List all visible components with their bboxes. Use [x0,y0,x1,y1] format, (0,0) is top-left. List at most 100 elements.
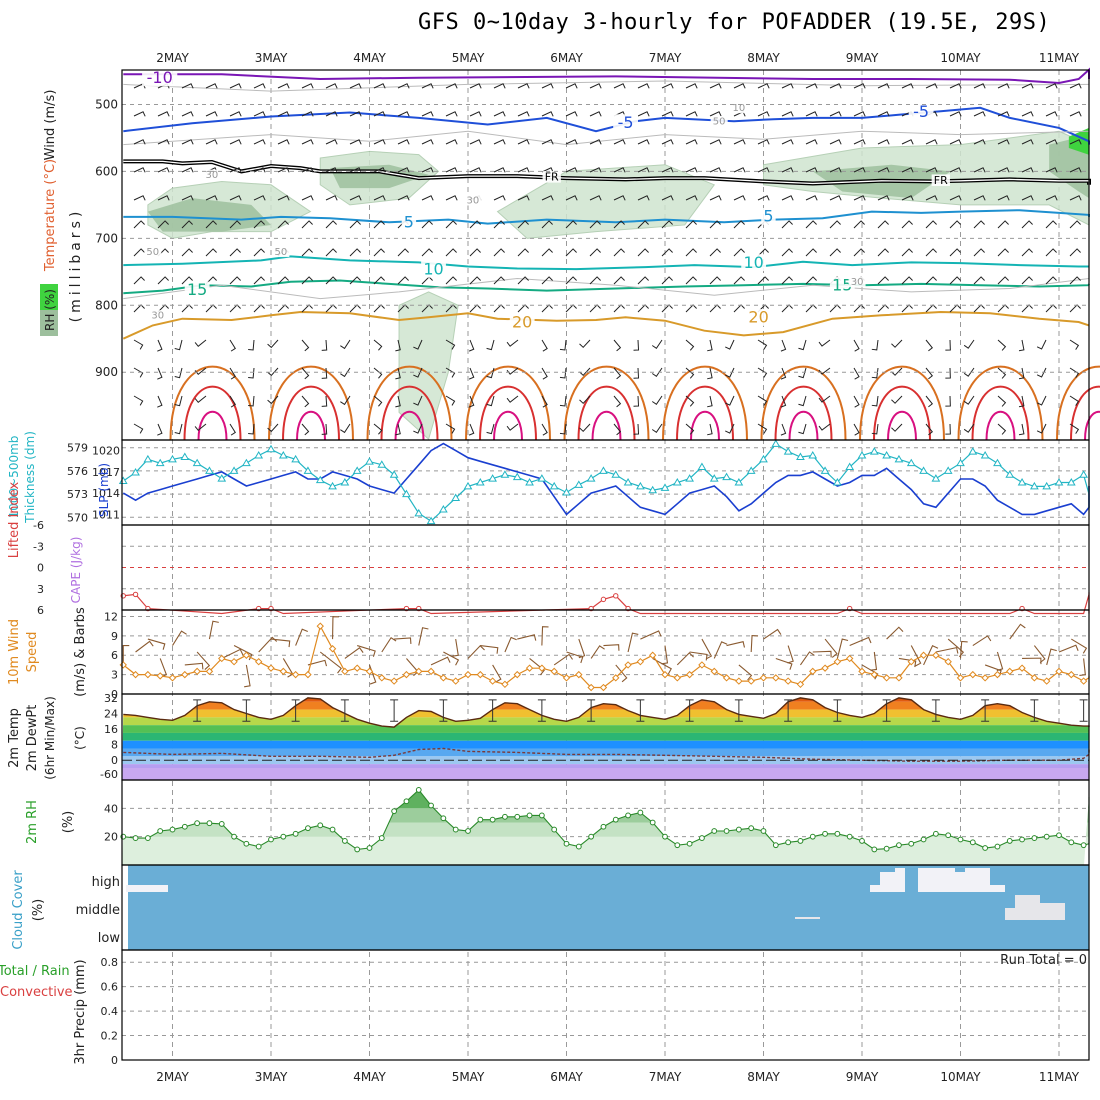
chart-mark [853,83,866,89]
chart-mark [799,651,815,666]
rh-marker [477,816,484,823]
wind-speed-marker [969,670,977,679]
chart-mark [541,248,553,257]
wind-speed-marker [328,645,337,653]
high-cloud [880,872,895,892]
thickness-marker [389,470,399,478]
chart-mark [707,339,713,352]
thickness-tick: 570 [67,511,88,524]
chart-mark [685,83,698,89]
rh-marker [662,833,668,840]
chart-mark [818,367,831,375]
rh-marker [157,828,164,834]
thickness-marker [217,474,227,482]
isotherm-5-line [123,209,1090,225]
precip-tick: 0.8 [101,956,119,969]
thickness-marker [131,467,140,476]
chart-mark [229,167,242,173]
thickness-marker [1066,478,1076,486]
chart-mark [925,83,938,89]
chart-mark [421,220,433,229]
rh-marker [317,822,324,829]
minmax-bar [340,699,349,722]
chart-mark [757,83,770,89]
chart-mark [301,220,313,229]
chart-mark [637,248,649,257]
chart-mark [517,634,537,641]
rh-marker [526,812,533,819]
high-cloud [895,868,905,892]
chart-mark [205,111,218,117]
contour-label-bg [272,246,290,258]
contour-label-bg [741,254,767,271]
isotherm-warm [774,385,833,441]
chart-mark [805,248,817,257]
date-label-bottom: 5MAY [452,1070,485,1084]
thickness-marker [168,454,177,463]
chart-mark [781,220,793,229]
chart-mark [1069,139,1082,145]
chart-mark [468,367,475,380]
mid-cloud [1040,903,1065,920]
chart-mark [541,339,548,352]
chart-mark [805,276,817,285]
chart-mark [157,423,163,436]
chart-mark [301,423,310,436]
chart-mark [205,83,218,89]
chart-mark [445,248,457,257]
chart-mark [565,139,578,145]
chart-mark [652,657,672,675]
chart-mark [871,395,879,407]
contour-label-bg [464,195,482,206]
date-label-bottom: 10MAY [940,1070,981,1084]
wind-speed-marker [636,657,645,666]
ylabel-minmax: (6hr Min/Max) [43,696,57,780]
chart-mark [849,636,872,647]
chart-mark [133,395,144,406]
chart-mark [469,220,481,229]
chart-mark [972,635,992,646]
chart-mark [901,276,913,285]
thickness-marker [796,452,805,460]
wind-speed-marker [365,667,374,676]
chart-mark [901,83,914,89]
thickness-marker [1030,481,1039,490]
chart-mark [661,645,669,665]
chart-mark [373,83,386,89]
chart-mark [181,276,193,285]
minmax-bar [242,699,251,722]
chart-mark [301,111,314,117]
rh-marker [957,836,964,843]
rh-marker [723,828,730,834]
ylabel-cloud: Cloud Cover [11,870,26,950]
cloud-level-low: low [98,931,121,946]
rh-marker [243,840,250,847]
chart-mark [613,423,622,436]
wind-tick: 0 [111,688,118,701]
chart-mark [157,139,170,145]
chart-mark [253,83,266,89]
ylabel-lifted-index: Lifted Index [7,481,22,558]
wind-speed-marker [956,674,965,682]
thickness-marker [968,447,978,455]
chart-mark [517,220,529,229]
chart-mark [541,167,554,173]
wind-speed-marker [907,657,915,666]
isotherm-warm [380,385,439,441]
thickness-marker [266,444,276,453]
chart-mark [397,248,409,257]
chart-mark [709,276,721,285]
chart-mark [373,248,385,257]
chart-mark [373,304,385,313]
chart-mark [853,111,866,117]
chart-mark [733,248,745,257]
chart-mark [373,423,383,435]
chart-mark [963,367,975,377]
thickness-marker [919,466,928,474]
chart-mark [1033,645,1046,664]
chart-mark [781,195,794,201]
chart-mark [381,636,397,653]
rh-tick: 40 [104,802,118,815]
wind-speed-marker [131,670,140,679]
